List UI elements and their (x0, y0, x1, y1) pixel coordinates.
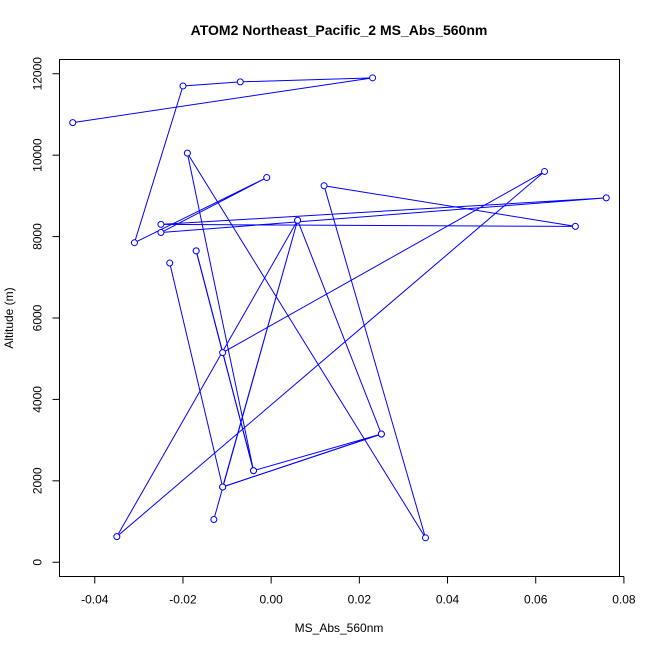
y-tick-label: 4000 (31, 386, 45, 413)
data-point (157, 229, 165, 237)
data-point (113, 533, 121, 541)
y-axis-label: Altitude (m) (2, 287, 16, 348)
data-point (210, 516, 218, 524)
data-point (421, 534, 429, 542)
data-point (369, 74, 377, 82)
y-tick-label: 2000 (31, 467, 45, 494)
data-point (157, 220, 165, 228)
x-axis-label: MS_Abs_560nm (295, 621, 384, 635)
data-point (219, 483, 227, 491)
data-point (192, 247, 200, 255)
y-tick-label: 12000 (31, 57, 45, 91)
data-point (69, 119, 77, 127)
data-point (183, 149, 191, 157)
y-tick-label: 0 (31, 559, 45, 566)
data-point (219, 349, 227, 357)
x-tick-label: -0.02 (169, 593, 197, 607)
x-axis-ticks: -0.04 -0.02 0.00 0.02 0.04 0.06 0.08 (81, 576, 636, 607)
x-tick-label: -0.04 (81, 593, 109, 607)
series-layer (69, 74, 610, 542)
x-tick-label: 0.04 (436, 593, 460, 607)
data-point (541, 167, 549, 175)
data-point (250, 467, 258, 475)
data-point (571, 222, 579, 230)
x-tick-label: 0.02 (348, 593, 372, 607)
y-tick-label: 10000 (31, 138, 45, 172)
x-tick-label: 0.00 (259, 593, 283, 607)
series-line (72, 77, 607, 539)
data-point (294, 216, 302, 224)
plot-area (59, 59, 620, 577)
data-point (263, 174, 271, 182)
series-line (169, 250, 382, 488)
chart-title: ATOM2 Northeast_Pacific_2 MS_Abs_560nm (191, 22, 488, 38)
data-point (320, 182, 328, 190)
y-tick-label: 6000 (31, 304, 45, 331)
y-axis-ticks: 0 2000 4000 6000 8000 10000 12000 (31, 57, 60, 566)
data-point (236, 78, 244, 86)
data-point (602, 194, 610, 202)
data-point (166, 259, 174, 267)
data-point (179, 82, 187, 90)
data-point (130, 239, 138, 247)
y-tick-label: 8000 (31, 223, 45, 250)
x-tick-label: 0.08 (612, 593, 636, 607)
x-tick-label: 0.06 (524, 593, 548, 607)
data-point (377, 430, 385, 438)
